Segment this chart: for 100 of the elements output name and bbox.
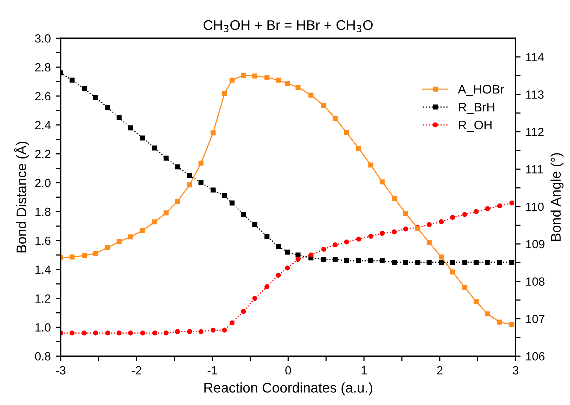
point bbox=[344, 130, 350, 136]
point bbox=[128, 234, 134, 240]
point bbox=[264, 284, 270, 290]
point bbox=[474, 209, 479, 214]
y-axis-title: Bond Distance (Å) bbox=[14, 142, 30, 253]
y-tick-label: 1.6 bbox=[36, 236, 51, 246]
point bbox=[230, 320, 235, 326]
point bbox=[474, 260, 479, 265]
point bbox=[392, 260, 398, 265]
point bbox=[105, 330, 110, 336]
point bbox=[164, 210, 169, 216]
y-tick-label: 1.2 bbox=[36, 294, 51, 303]
point bbox=[82, 253, 87, 258]
y2-tick-label: 111 bbox=[526, 166, 543, 174]
point bbox=[426, 260, 432, 265]
point bbox=[368, 234, 374, 239]
point bbox=[510, 260, 515, 265]
point bbox=[368, 258, 374, 264]
point bbox=[116, 330, 122, 336]
point bbox=[140, 228, 146, 234]
point bbox=[356, 258, 362, 264]
point bbox=[187, 182, 192, 188]
point bbox=[276, 78, 282, 83]
point bbox=[392, 230, 398, 235]
point bbox=[241, 212, 246, 218]
point bbox=[152, 220, 158, 225]
point bbox=[474, 299, 479, 304]
point bbox=[210, 328, 216, 333]
x-tick-label: 1 bbox=[362, 366, 367, 375]
x-tick-label: 3 bbox=[513, 366, 519, 375]
y2-tick-label: 113 bbox=[526, 90, 544, 99]
point bbox=[105, 245, 110, 250]
point bbox=[222, 91, 228, 96]
point bbox=[105, 105, 110, 110]
point bbox=[93, 251, 98, 256]
point bbox=[380, 258, 385, 264]
point bbox=[70, 254, 75, 260]
point bbox=[497, 204, 502, 209]
point bbox=[70, 330, 75, 336]
point bbox=[252, 222, 258, 228]
y-tick-label: 0.8 bbox=[35, 352, 51, 361]
y-tick-label: 1.8 bbox=[36, 208, 51, 216]
point bbox=[322, 246, 327, 252]
point bbox=[82, 86, 87, 92]
legend-label: R_BrH bbox=[459, 103, 495, 114]
point bbox=[164, 330, 169, 336]
point bbox=[450, 260, 456, 265]
point bbox=[152, 330, 158, 336]
point bbox=[82, 330, 87, 336]
x-tick-label: -2 bbox=[132, 366, 142, 375]
y-tick-label: 2.8 bbox=[35, 63, 51, 72]
point bbox=[450, 215, 456, 220]
y2-tick-label: 107 bbox=[526, 315, 545, 324]
point bbox=[252, 74, 258, 79]
point bbox=[198, 160, 204, 166]
point bbox=[230, 78, 235, 83]
point bbox=[510, 200, 515, 206]
x-tick-label: -3 bbox=[56, 366, 66, 375]
y-tick-label: 1.4 bbox=[36, 266, 51, 274]
chart-title: CH$_{3}$OH + Br = HBr + CH$_{3}$O bbox=[204, 20, 373, 33]
y-tick-label: 2.0 bbox=[35, 179, 51, 188]
point bbox=[510, 322, 515, 328]
point bbox=[356, 236, 362, 242]
point bbox=[356, 146, 362, 151]
point bbox=[368, 162, 374, 168]
point bbox=[296, 257, 301, 262]
point bbox=[93, 95, 98, 100]
point bbox=[175, 329, 180, 334]
y-tick-label: 2.6 bbox=[35, 92, 51, 101]
point bbox=[416, 260, 421, 265]
y2-tick-label: 112 bbox=[526, 128, 544, 136]
point bbox=[285, 250, 290, 255]
x-axis-title: Reaction Coordinates (a.u.) bbox=[204, 382, 372, 396]
point bbox=[392, 196, 398, 202]
point bbox=[497, 320, 502, 325]
point bbox=[439, 254, 444, 260]
y2-tick-label: 110 bbox=[526, 202, 544, 212]
point bbox=[128, 126, 134, 131]
point bbox=[285, 81, 290, 86]
point bbox=[485, 312, 490, 317]
y2-axis-title: Bond Angle (°) bbox=[550, 153, 564, 242]
y2-tick-label: 106 bbox=[526, 352, 545, 361]
legend-label: A_HOBr bbox=[458, 85, 504, 96]
point bbox=[308, 92, 314, 98]
point bbox=[222, 328, 228, 333]
point bbox=[439, 220, 444, 225]
point bbox=[93, 330, 98, 336]
point bbox=[462, 260, 468, 265]
point bbox=[497, 260, 502, 265]
point bbox=[140, 330, 146, 336]
point bbox=[222, 193, 228, 198]
legend-label: R_OH bbox=[459, 120, 492, 132]
point bbox=[198, 329, 204, 334]
point bbox=[332, 257, 338, 262]
point bbox=[241, 73, 246, 78]
point bbox=[485, 260, 490, 265]
y-tick-label: 2.2 bbox=[35, 150, 51, 158]
point bbox=[264, 234, 270, 239]
point bbox=[210, 188, 216, 193]
x-tick-label: 2 bbox=[437, 366, 443, 375]
